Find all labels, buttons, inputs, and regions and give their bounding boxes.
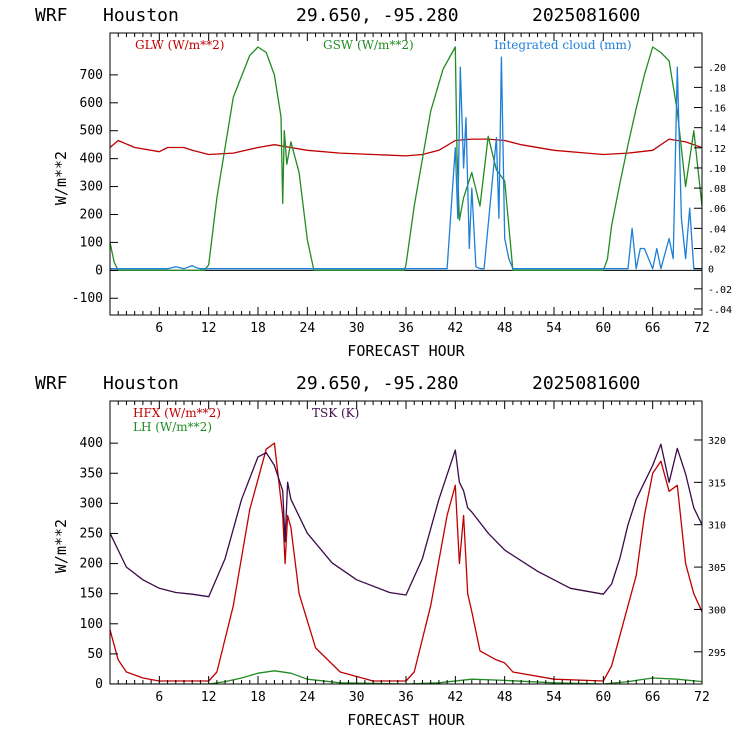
chart-1-xlabel: FORECAST HOUR: [347, 342, 465, 360]
chart-1-model: WRF: [35, 5, 68, 26]
chart-1-y2tick-label: -.02: [708, 285, 732, 296]
chart-1-y2tick-label: .10: [708, 164, 726, 175]
chart-1-xtick-label: 30: [349, 321, 365, 336]
chart-2-site: Houston: [103, 373, 179, 394]
legend-gsw: GSW (W/m**2): [323, 38, 414, 52]
chart-2-xtick-label: 6: [155, 690, 163, 705]
chart-2-model: WRF: [35, 373, 68, 394]
chart-1-ytick-label: 0: [95, 263, 103, 278]
chart-1-series-2-line: [110, 46, 702, 271]
chart-2-ytick-label: 300: [80, 496, 103, 511]
chart-1-ytick-label: 400: [80, 152, 103, 167]
chart-1-ytick-label: 500: [80, 124, 103, 139]
chart-1-y2tick-label: .04: [708, 224, 726, 235]
chart-2-xtick-label: 60: [596, 690, 612, 705]
chart-2-y2tick-label: 310: [708, 521, 726, 532]
chart-1-plot-frame: [109, 32, 703, 316]
legend-integrated-cloud: Integrated cloud (mm): [494, 38, 632, 52]
chart-1-site: Houston: [103, 5, 179, 26]
chart-1-y2tick-label: .02: [708, 245, 726, 256]
chart-1-ytick-label: -100: [72, 291, 103, 306]
chart-2-xtick-label: 72: [694, 690, 710, 705]
chart-1-xtick-label: 12: [201, 321, 217, 336]
chart-1-y2tick-label: .18: [708, 83, 726, 94]
chart-1-series-3-line: [110, 56, 702, 270]
chart-2-xtick-label: 18: [250, 690, 266, 705]
chart-1-y2tick-label: .12: [708, 144, 726, 155]
chart-1-y2tick-label: 0: [708, 265, 714, 276]
chart-1-run: 2025081600: [532, 5, 640, 26]
chart-2-ytick-label: 350: [80, 466, 103, 481]
chart-1-y2tick-label: .06: [708, 204, 726, 215]
legend-lh: LH (W/m**2): [133, 420, 212, 434]
chart-2-ytick-label: 150: [80, 587, 103, 602]
chart-2-series-1-line: [110, 442, 702, 682]
chart-1-ylabel: W/m**2: [52, 151, 70, 205]
chart-1-xtick-label: 54: [546, 321, 562, 336]
chart-1-ytick-label: 700: [80, 68, 103, 83]
chart-2-y2tick-label: 320: [708, 436, 726, 447]
chart-2-ytick-label: 0: [95, 677, 103, 692]
chart-1-xtick-label: 42: [448, 321, 464, 336]
chart-1-xtick-label: 60: [596, 321, 612, 336]
chart-2-ytick-label: 100: [80, 617, 103, 632]
chart-2-run: 2025081600: [532, 373, 640, 394]
chart-1-y2tick-label: .16: [708, 104, 726, 115]
chart-2-xtick-label: 42: [448, 690, 464, 705]
chart-1-radiation: 6 12 18 24 30 36 42 48 54 60 66 72 -100 0 100 200 300 400…: [52, 32, 732, 360]
chart-1-ytick-label: 300: [80, 180, 103, 195]
chart-2-xtick-label: 36: [398, 690, 414, 705]
chart-1-xtick-label: 36: [398, 321, 414, 336]
chart-1-series-lines: [110, 46, 702, 271]
chart-1-y2tick-label: .14: [708, 124, 726, 135]
chart-2-axes: 6 12 18 24 30 36 42 48 54 60 66 72 0 50 100 150 200 250 30…: [80, 400, 726, 705]
chart-1-ytick-label: 100: [80, 235, 103, 250]
chart-1-y2tick-label: -.04: [708, 305, 732, 316]
chart-2-xtick-label: 48: [497, 690, 513, 705]
chart-2-flux: 6 12 18 24 30 36 42 48 54 60 66 72 0 50 100 150 200 250 30…: [52, 400, 726, 729]
chart-1-legend: GLW (W/m**2) GSW (W/m**2) Integrated clo…: [135, 38, 632, 52]
chart-1-xtick-label: 66: [645, 321, 661, 336]
chart-2-series-3-line: [110, 443, 702, 598]
chart-1-axes: 6 12 18 24 30 36 42 48 54 60 66 72 -100 0 100 200 300 400…: [72, 32, 732, 336]
chart-2-xtick-label: 12: [201, 690, 217, 705]
legend-hfx: HFX (W/m**2): [133, 406, 221, 420]
chart-2-ytick-label: 200: [80, 557, 103, 572]
chart-2-legend: HFX (W/m**2) LH (W/m**2) TSK (K): [133, 406, 359, 434]
chart-1-xtick-label: 48: [497, 321, 513, 336]
chart-2-xlabel: FORECAST HOUR: [347, 711, 465, 729]
chart-1-xtick-label: 6: [155, 321, 163, 336]
legend-tsk: TSK (K): [312, 406, 359, 420]
chart-2-y2tick-label: 295: [708, 648, 726, 659]
chart-1-xtick-label: 72: [694, 321, 710, 336]
chart-1-y2tick-label: .20: [708, 63, 726, 74]
chart-2-xtick-label: 24: [300, 690, 316, 705]
chart-1-coords: 29.650, -95.280: [296, 5, 459, 26]
chart-2-coords: 29.650, -95.280: [296, 373, 459, 394]
chart-2-header: WRF Houston 29.650, -95.280 2025081600: [35, 373, 640, 394]
chart-2-y2tick-label: 315: [708, 478, 726, 489]
chart-2-xtick-label: 66: [645, 690, 661, 705]
chart-1-xtick-label: 24: [300, 321, 316, 336]
chart-2-ytick-label: 250: [80, 526, 103, 541]
chart-1-xtick-label: 18: [250, 321, 266, 336]
chart-2-ytick-label: 400: [80, 436, 103, 451]
chart-2-xtick-label: 30: [349, 690, 365, 705]
chart-2-plot-frame: [109, 400, 703, 685]
chart-1-ytick-label: 200: [80, 207, 103, 222]
chart-2-y2tick-label: 300: [708, 605, 726, 616]
chart-2-ytick-label: 50: [87, 647, 103, 662]
chart-1-header: WRF Houston 29.650, -95.280 2025081600: [35, 5, 640, 26]
chart-1-ytick-label: 600: [80, 96, 103, 111]
chart-2-y2tick-label: 305: [708, 563, 726, 574]
chart-2-xtick-label: 54: [546, 690, 562, 705]
chart-2-ylabel: W/m**2: [52, 519, 70, 573]
legend-glw: GLW (W/m**2): [135, 38, 224, 52]
chart-1-series-1-line: [110, 138, 702, 157]
chart-2-series-lines: [110, 442, 702, 684]
chart-1-y2tick-label: .08: [708, 184, 726, 195]
